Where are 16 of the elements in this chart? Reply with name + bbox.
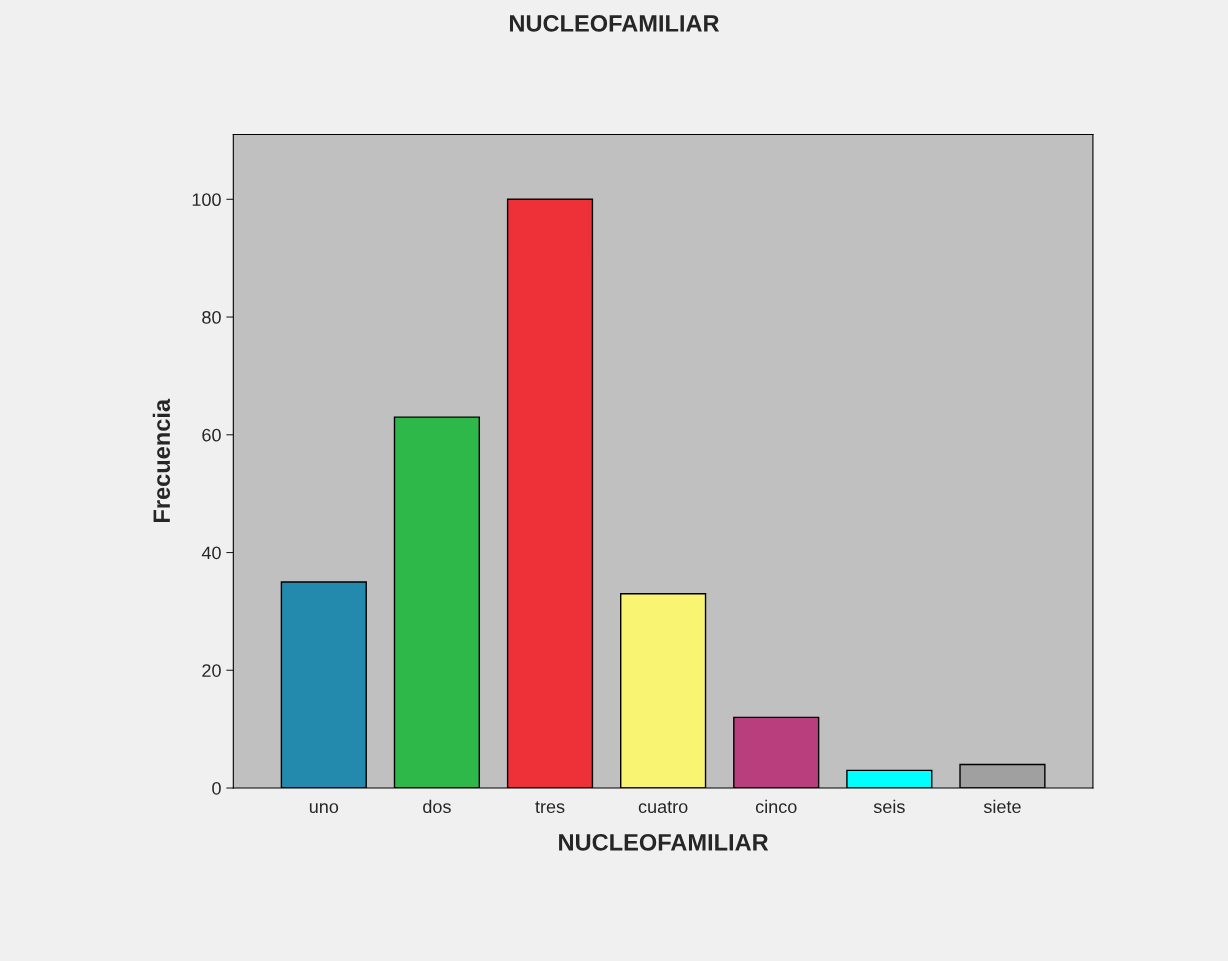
y-tick-label: 0	[212, 781, 221, 795]
y-axis-title: Frecuencia	[152, 398, 171, 523]
x-tick-label: cinco	[755, 799, 797, 814]
x-axis-title: NUCLEOFAMILIAR	[559, 833, 769, 851]
x-tick-label: tres	[535, 801, 565, 814]
y-tick-label: 20	[202, 664, 221, 677]
chart-title: NUCLEOFAMILIAR	[509, 15, 720, 32]
x-tick-label: dos	[423, 799, 451, 814]
y-tick-label: 100	[192, 193, 221, 207]
x-tick-label: seis	[873, 799, 905, 814]
y-tick-label: 80	[202, 310, 221, 324]
x-tick-label: siete	[983, 799, 1021, 814]
x-tick-label: cuatro	[638, 801, 688, 814]
x-tick-label: uno	[309, 803, 339, 814]
y-tick-label: 40	[201, 546, 221, 560]
y-tick-label: 60	[202, 428, 221, 442]
